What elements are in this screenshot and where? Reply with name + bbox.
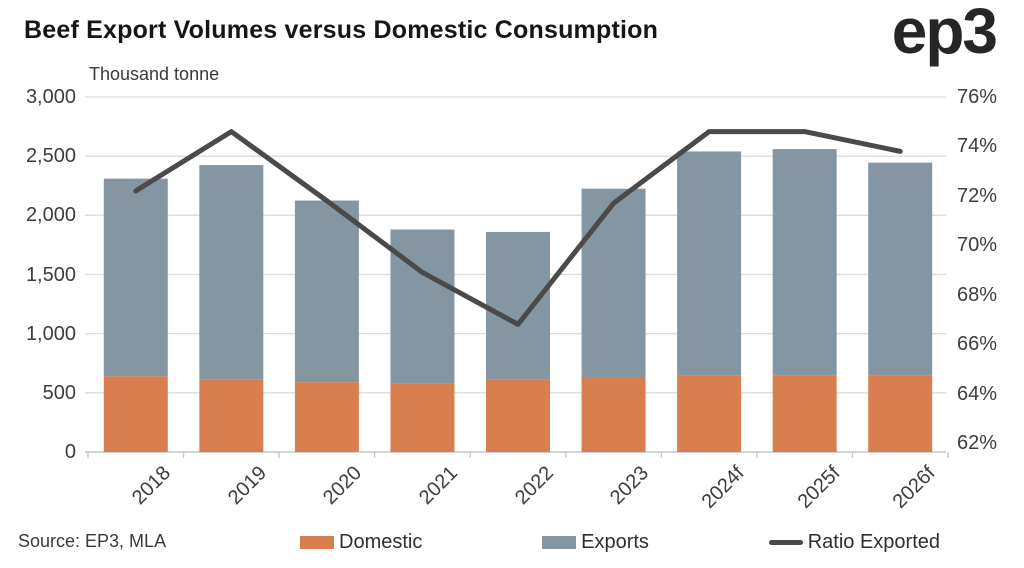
legend: Domestic Exports Ratio Exported: [300, 531, 940, 554]
brand-logo: ep3: [891, 0, 998, 67]
y-axis-left-tick-label: 3,000: [25, 86, 76, 108]
ratio-line-swatch-icon: [768, 540, 803, 545]
y-axis-right-tick-label: 74%: [957, 135, 998, 158]
bar-domestic-2019: [199, 379, 264, 452]
y-axis-left-tick-label: 500: [42, 381, 76, 404]
legend-label-domestic: Domestic: [339, 531, 423, 553]
bar-domestic-2022: [486, 379, 550, 452]
bar-exports-2026f: [868, 162, 933, 376]
y-axis-right-tick-label: 64%: [957, 382, 998, 405]
bar-domestic-2018: [103, 376, 168, 452]
legend-item-domestic: Domestic: [300, 531, 422, 554]
y-axis-right-tick-label: 66%: [957, 333, 998, 356]
bar-domestic-2023: [581, 377, 646, 452]
y-axis-left-tick-label: 1,500: [25, 263, 76, 286]
y-axis-right-tick-label: 70%: [957, 234, 998, 257]
bar-exports-2019: [199, 165, 264, 380]
legend-item-exports: Exports: [542, 531, 649, 554]
legend-label-ratio-exported: Ratio Exported: [807, 531, 940, 553]
bar-exports-2022: [486, 231, 550, 380]
bar-exports-2020: [294, 200, 359, 383]
bar-domestic-2021: [390, 383, 455, 452]
chart-title: Beef Export Volumes versus Domestic Cons…: [24, 16, 659, 44]
bar-exports-2024f: [677, 151, 742, 376]
bar-domestic-2020: [294, 382, 359, 452]
ratio-exported-line: [133, 129, 903, 327]
y-axis-right-tick-label: 68%: [957, 283, 998, 306]
y-axis-unit-label: Thousand tonne: [89, 64, 220, 84]
bar-exports-2018: [103, 178, 168, 377]
y-axis-left-tick-label: 1,000: [25, 322, 76, 345]
y-axis-left-tick-label: 2,000: [25, 204, 76, 227]
y-axis-left-tick-label: 0: [64, 441, 76, 463]
y-axis-right-tick-label: 72%: [957, 184, 998, 207]
domestic-swatch-icon: [300, 536, 334, 549]
legend-label-exports: Exports: [581, 531, 649, 553]
y-axis-left-tick-label: 2,500: [25, 145, 76, 168]
bar-exports-2023: [581, 188, 646, 378]
bar-domestic-2024f: [677, 375, 742, 452]
y-axis-right-tick-label: 62%: [957, 432, 998, 454]
legend-item-ratio-exported: Ratio Exported: [768, 531, 940, 554]
exports-swatch-icon: [542, 536, 577, 549]
bar-exports-2025f: [772, 149, 837, 376]
bar-domestic-2026f: [868, 375, 933, 452]
bar-domestic-2025f: [772, 375, 837, 452]
source-note: Source: EP3, MLA: [18, 531, 167, 551]
y-axis-right-tick-label: 76%: [957, 86, 998, 108]
